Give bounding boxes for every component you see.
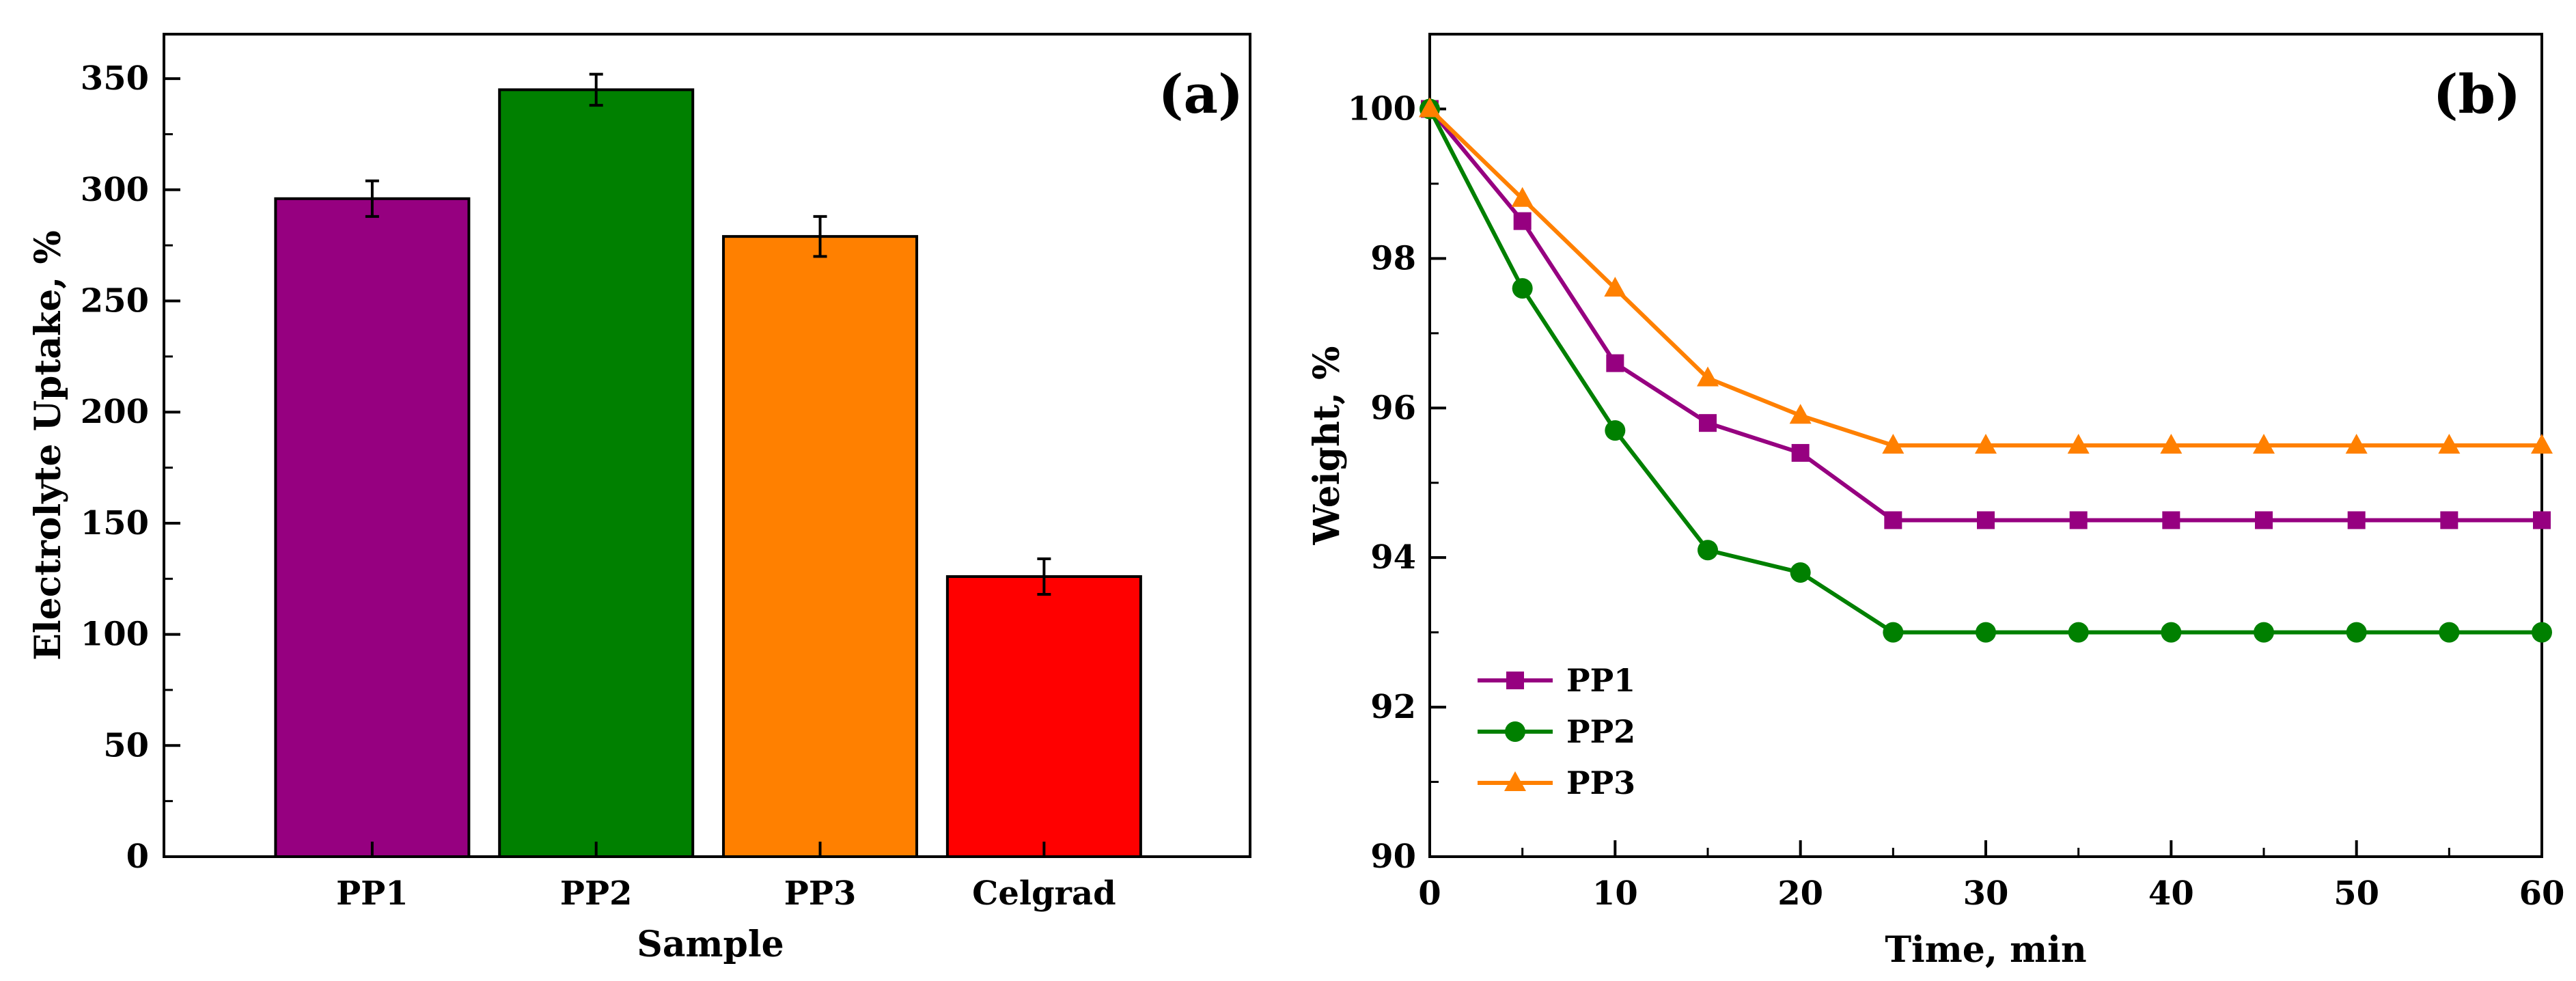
data-point-pp3-10 bbox=[1604, 277, 1626, 297]
bar-celgrad bbox=[945, 575, 1142, 858]
panel-a-label: (a) bbox=[1159, 64, 1243, 126]
legend-label-pp3: PP3 bbox=[1566, 764, 1635, 801]
data-point-pp2-60 bbox=[2532, 622, 2552, 643]
panel-a-bars bbox=[274, 72, 1142, 859]
panel-a-ytick-label: 100 bbox=[81, 616, 149, 654]
data-point-pp3-30 bbox=[1975, 434, 1997, 454]
panel-a-ytick-label: 250 bbox=[81, 281, 149, 320]
legend-marker-pp2 bbox=[1505, 721, 1525, 742]
panel-b-ytick-label: 94 bbox=[1370, 538, 1416, 577]
data-point-pp3-55 bbox=[2438, 434, 2461, 454]
series-line-pp2 bbox=[1428, 108, 2542, 635]
data-point-pp2-20 bbox=[1790, 562, 1811, 583]
panel-b-yaxis: 90 92 94 96 98 100 bbox=[1348, 89, 1446, 876]
data-point-pp3-50 bbox=[2345, 434, 2368, 454]
data-point-pp3-20 bbox=[1789, 404, 1812, 424]
data-point-pp1-55 bbox=[2440, 511, 2459, 529]
data-point-pp2-40 bbox=[2161, 622, 2182, 643]
series-line-pp1 bbox=[1428, 107, 2542, 523]
legend-marker-pp3 bbox=[1504, 771, 1526, 791]
legend-marker-pp1 bbox=[1506, 672, 1524, 689]
data-point-pp2-25 bbox=[1883, 622, 1904, 643]
panel-a-yaxis: 0 50 100 150 200 250 300 350 bbox=[81, 59, 180, 876]
data-point-pp3-45 bbox=[2253, 434, 2275, 454]
panel-b-line-chart: (b) Time, min Weight, % 90 92 94 96 98 100 0 1… bbox=[1306, 33, 2564, 971]
panel-a-bar-chart: (a) Sample Electrolyte Uptake, % 0 50 100 1… bbox=[27, 33, 1251, 965]
data-point-pp1-20 bbox=[1791, 443, 1810, 462]
panel-a-ytick-label: 50 bbox=[103, 726, 149, 764]
panel-b-xtick-label: 10 bbox=[1592, 874, 1638, 913]
category-label-pp1: PP1 bbox=[336, 874, 408, 913]
data-point-pp1-50 bbox=[2347, 511, 2366, 529]
data-point-pp2-55 bbox=[2439, 622, 2460, 643]
panel-b-ytick-label: 92 bbox=[1370, 688, 1416, 726]
panel-a-xaxis-title: Sample bbox=[637, 924, 784, 965]
panel-b-xtick-label: 0 bbox=[1418, 874, 1441, 913]
panel-b-ytick-label: 100 bbox=[1348, 89, 1416, 128]
panel-a-ytick-label: 300 bbox=[81, 171, 149, 209]
data-point-pp1-15 bbox=[1699, 414, 1717, 432]
series-pp3 bbox=[1419, 97, 2553, 454]
series-line-pp3 bbox=[1428, 107, 2542, 447]
data-point-pp3-60 bbox=[2531, 434, 2553, 454]
data-point-pp2-5 bbox=[1512, 278, 1533, 299]
data-point-pp1-5 bbox=[1513, 212, 1532, 230]
data-point-pp2-35 bbox=[2068, 622, 2089, 643]
legend-label-pp1: PP1 bbox=[1566, 662, 1635, 699]
panel-a-ytick-label: 0 bbox=[126, 838, 149, 876]
panel-b-ytick-label: 90 bbox=[1370, 838, 1416, 876]
data-point-pp2-15 bbox=[1698, 540, 1718, 561]
data-point-pp3-40 bbox=[2160, 434, 2183, 454]
bar-pp2 bbox=[498, 88, 695, 859]
data-point-pp2-45 bbox=[2254, 622, 2274, 643]
legend-label-pp2: PP2 bbox=[1566, 713, 1635, 750]
panel-b-ytick-label: 98 bbox=[1370, 239, 1416, 277]
panel-b-xtick-label: 40 bbox=[2148, 874, 2194, 913]
data-point-pp2-50 bbox=[2346, 622, 2367, 643]
category-label-pp2: PP2 bbox=[560, 874, 633, 913]
panel-b-xaxis-title: Time, min bbox=[1885, 929, 2086, 971]
panel-b-yaxis-title: Weight, % bbox=[1306, 346, 1348, 546]
panel-b-xaxis: 0 10 20 30 40 50 60 bbox=[1418, 840, 2564, 913]
panel-b-xtick-label: 60 bbox=[2519, 874, 2565, 913]
panel-b-label: (b) bbox=[2433, 64, 2521, 126]
bar-pp1 bbox=[274, 197, 471, 858]
category-label-pp3: PP3 bbox=[784, 874, 857, 913]
panel-a-yaxis-title: Electrolyte Uptake, % bbox=[27, 230, 69, 661]
data-point-pp3-15 bbox=[1697, 366, 1719, 387]
data-point-pp2-30 bbox=[1976, 622, 1996, 643]
data-point-pp1-10 bbox=[1606, 354, 1624, 372]
panel-a-ytick-label: 200 bbox=[81, 393, 149, 431]
data-point-pp2-10 bbox=[1605, 420, 1626, 441]
data-point-pp3-35 bbox=[2067, 434, 2090, 454]
data-point-pp3-5 bbox=[1511, 186, 1534, 207]
panel-b-series bbox=[1419, 97, 2553, 643]
panel-a-ytick-label: 350 bbox=[81, 59, 149, 98]
data-point-pp1-60 bbox=[2533, 511, 2551, 529]
series-pp2 bbox=[1419, 98, 2552, 643]
bar-pp3 bbox=[722, 235, 919, 859]
series-pp1 bbox=[1421, 100, 2551, 529]
data-point-pp1-40 bbox=[2162, 511, 2180, 529]
category-label-celgrad: Celgrad bbox=[972, 874, 1116, 913]
panel-a-frame bbox=[163, 33, 1251, 858]
data-point-pp1-35 bbox=[2069, 511, 2088, 529]
data-point-pp1-25 bbox=[1884, 511, 1902, 529]
panel-b-ytick-label: 96 bbox=[1370, 389, 1416, 427]
panel-b-xtick-label: 30 bbox=[1963, 874, 2009, 913]
panel-a-xaxis: PP1 PP2 PP3 Celgrad bbox=[336, 842, 1116, 913]
data-point-pp3-25 bbox=[1882, 434, 1905, 454]
panel-b-xtick-label: 20 bbox=[1777, 874, 1823, 913]
data-point-pp1-30 bbox=[1977, 511, 1995, 529]
data-point-pp1-45 bbox=[2255, 511, 2273, 529]
panel-a-ytick-label: 150 bbox=[81, 504, 149, 542]
panel-b-xtick-label: 50 bbox=[2333, 874, 2379, 913]
data-point-pp3-0 bbox=[1419, 97, 1441, 118]
panel-b-legend: PP1 PP2 PP3 bbox=[1478, 662, 1635, 801]
